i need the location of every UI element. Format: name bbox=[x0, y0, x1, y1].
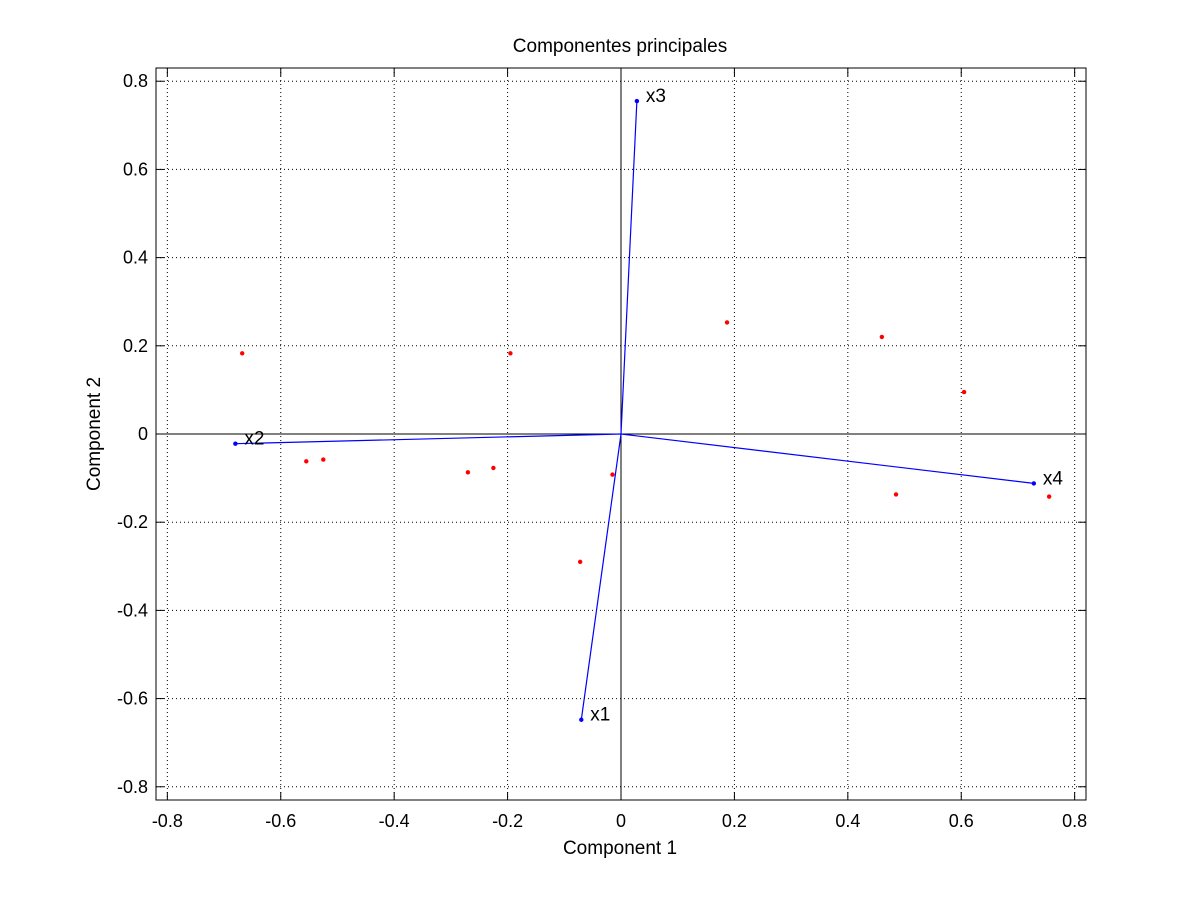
vector-endpoint-x2 bbox=[233, 441, 238, 446]
score-point bbox=[304, 459, 309, 464]
loading-vector-x3 bbox=[620, 101, 638, 435]
vector-label-x4: x4 bbox=[1043, 468, 1064, 489]
loading-vector-x4 bbox=[620, 433, 1034, 484]
vectors-layer: x1 x2 x3 x4 bbox=[233, 86, 1063, 726]
y-tick-label: -0.6 bbox=[117, 689, 148, 709]
score-point bbox=[610, 472, 615, 477]
x-tick-label: 0.6 bbox=[949, 811, 974, 831]
score-point bbox=[465, 470, 471, 475]
ticks-layer bbox=[156, 68, 1086, 800]
score-point bbox=[724, 320, 730, 325]
y-tick-label: -0.2 bbox=[117, 512, 148, 532]
y-tick-label: 0.6 bbox=[123, 159, 148, 179]
y-tick-label: 0 bbox=[138, 424, 148, 444]
y-axis-label: Component 2 bbox=[84, 377, 105, 491]
score-point bbox=[491, 465, 496, 471]
x-tick-label: 0.8 bbox=[1062, 811, 1087, 831]
y-tick-label: -0.4 bbox=[117, 600, 148, 620]
chart-title: Componentes principales bbox=[513, 36, 727, 57]
score-point bbox=[893, 492, 899, 497]
score-point bbox=[961, 389, 967, 395]
score-point bbox=[577, 559, 583, 565]
vector-label-x2: x2 bbox=[244, 429, 264, 450]
x-tick-label: 0.2 bbox=[722, 811, 747, 831]
score-point bbox=[508, 351, 513, 356]
x-tick-labels: -0.8 -0.6 -0.4 -0.2 0 0.2 0.4 0.6 0.8 bbox=[152, 811, 1087, 831]
vector-label-x3: x3 bbox=[646, 86, 666, 107]
score-point bbox=[239, 351, 245, 356]
x-tick-label: -0.4 bbox=[379, 811, 410, 831]
x-tick-label: -0.8 bbox=[152, 811, 183, 831]
x-tick-label: 0.4 bbox=[835, 811, 860, 831]
y-tick-label: 0.8 bbox=[123, 71, 148, 91]
x-axis-label: Component 1 bbox=[563, 838, 677, 859]
vector-label-x1: x1 bbox=[590, 705, 610, 726]
vector-endpoint-x3 bbox=[634, 98, 640, 104]
score-point bbox=[1046, 494, 1052, 499]
y-tick-labels: -0.8 -0.6 -0.4 -0.2 0 0.2 0.4 0.6 0.8 bbox=[117, 71, 148, 797]
points-layer bbox=[239, 320, 1052, 565]
x-tick-label: -0.6 bbox=[265, 811, 296, 831]
y-tick-label: 0.2 bbox=[123, 336, 148, 356]
x-tick-label: -0.2 bbox=[492, 811, 523, 831]
x-tick-label: 0 bbox=[616, 811, 626, 831]
vector-endpoint-x1 bbox=[579, 717, 584, 722]
y-tick-label: 0.4 bbox=[123, 248, 148, 268]
y-tick-label: -0.8 bbox=[117, 777, 148, 797]
loading-vector-x1 bbox=[580, 433, 622, 720]
score-point bbox=[321, 457, 326, 462]
vector-endpoint-x4 bbox=[1031, 481, 1037, 486]
score-point bbox=[879, 334, 885, 340]
loading-vector-x2 bbox=[235, 433, 622, 445]
